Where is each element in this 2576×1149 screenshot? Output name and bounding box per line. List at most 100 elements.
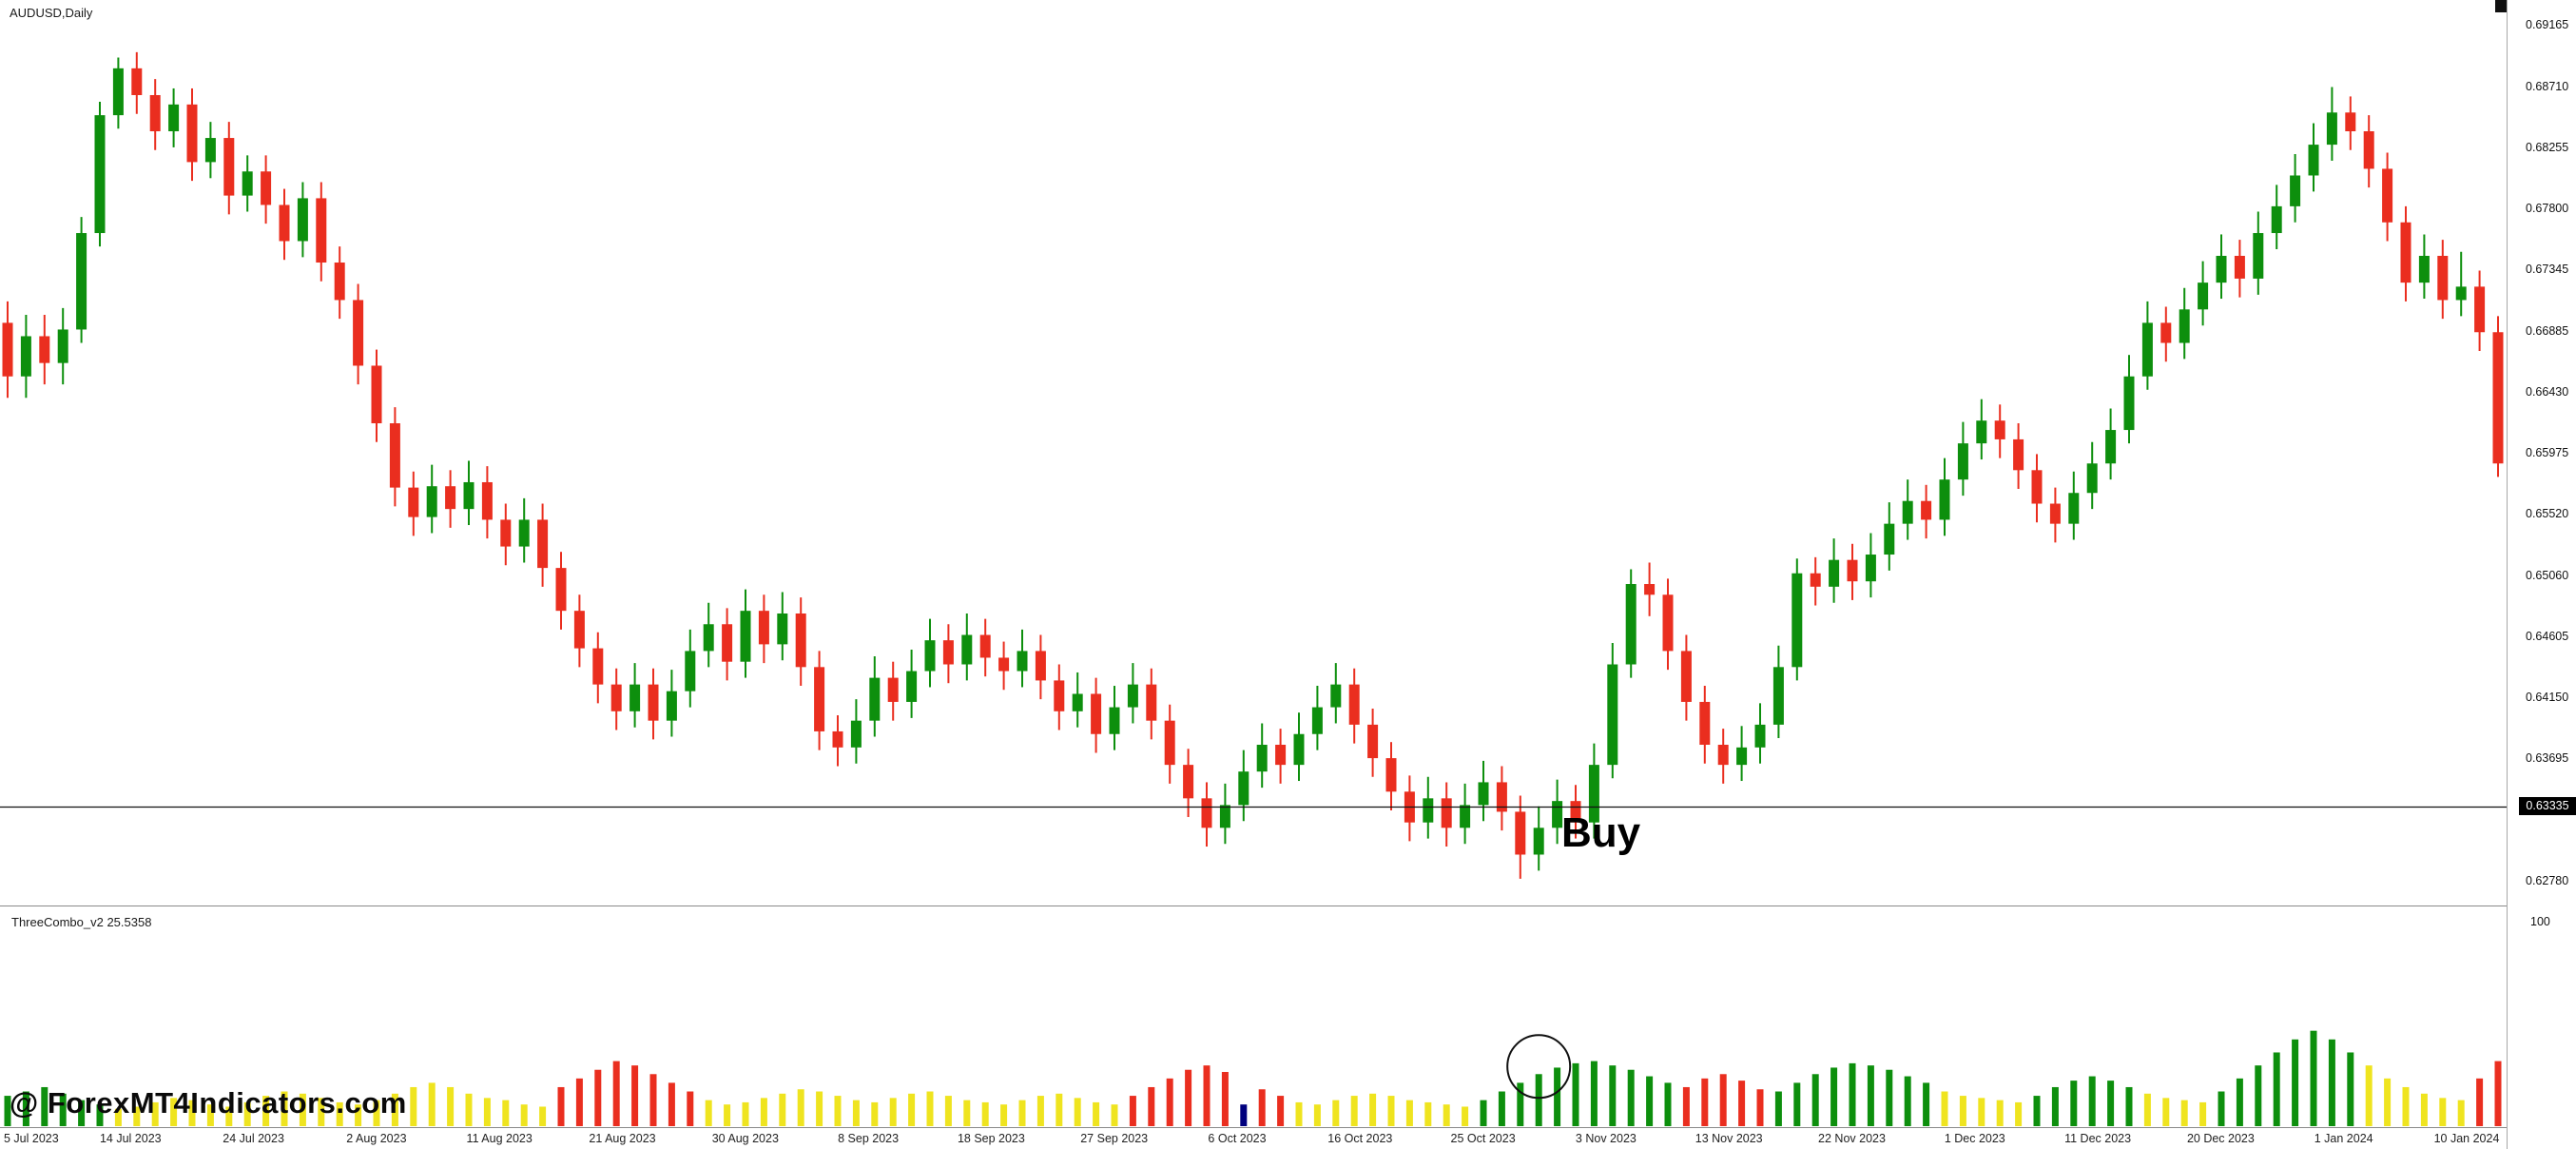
- indicator-bar: [2236, 1078, 2243, 1126]
- bull-candle-body: [924, 640, 936, 672]
- bull-candle-body: [463, 481, 475, 510]
- indicator-bar: [1148, 1086, 1155, 1126]
- signal-circle-annotation[interactable]: [1506, 1034, 1572, 1100]
- indicator-bar: [1738, 1081, 1746, 1126]
- bear-candle-body: [1035, 651, 1046, 681]
- bull-candle-body: [1829, 559, 1840, 587]
- indicator-histogram-canvas[interactable]: [0, 909, 2507, 1126]
- indicator-bar: [1093, 1101, 1100, 1126]
- bull-candle-body: [777, 613, 788, 645]
- bear-candle-body: [389, 423, 400, 488]
- bull-candle-body: [703, 624, 714, 652]
- indicator-scale-max-label: 100: [2530, 915, 2550, 928]
- indicator-bar: [355, 1104, 362, 1126]
- bull-candle-body: [1109, 707, 1120, 734]
- indicator-bar: [1369, 1093, 1377, 1126]
- indicator-bar: [1793, 1082, 1801, 1126]
- indicator-bar: [1498, 1091, 1505, 1126]
- price-axis[interactable]: 0.69165 0.68710 0.68255 0.67800 0.67345 0.668…: [2507, 0, 2576, 1149]
- date-tick-label: 6 Oct 2023: [1208, 1132, 1267, 1145]
- bear-candle-body: [353, 300, 364, 366]
- date-tick-label: 22 Nov 2023: [1818, 1132, 1886, 1145]
- buy-annotation[interactable]: Buy: [1561, 809, 1641, 856]
- date-tick-label: 1 Dec 2023: [1944, 1132, 2005, 1145]
- indicator-bar: [2143, 1093, 2151, 1126]
- indicator-bar: [2292, 1039, 2299, 1126]
- date-tick-label: 21 Aug 2023: [589, 1132, 656, 1145]
- bull-candle-body: [2290, 175, 2301, 206]
- bull-candle-body: [2141, 322, 2153, 377]
- indicator-bar: [1295, 1101, 1303, 1126]
- price-tick-label: 0.64605: [2526, 629, 2569, 643]
- date-axis[interactable]: 5 Jul 2023 14 Jul 2023 24 Jul 2023 2 Aug 20…: [0, 1128, 2507, 1149]
- indicator-bar: [1405, 1100, 1413, 1126]
- indicator-bar: [760, 1098, 767, 1126]
- indicator-bar: [1221, 1072, 1229, 1126]
- indicator-bar: [871, 1101, 879, 1126]
- indicator-bar: [649, 1074, 657, 1126]
- bull-candle-body: [2216, 255, 2227, 283]
- indicator-bar: [1590, 1061, 1598, 1126]
- date-tick-label: 16 Oct 2023: [1327, 1132, 1393, 1145]
- bear-candle-body: [1367, 724, 1379, 759]
- price-tick-label: 0.65060: [2526, 568, 2569, 582]
- indicator-bar: [2125, 1086, 2133, 1126]
- bull-candle-body: [2179, 309, 2190, 343]
- price-tick-label: 0.68255: [2526, 140, 2569, 154]
- indicator-bar: [4, 1096, 11, 1126]
- bull-candle-body: [1736, 747, 1748, 766]
- indicator-bar: [281, 1091, 288, 1126]
- indicator-bar: [612, 1061, 620, 1126]
- bull-candle-body: [2326, 112, 2337, 146]
- symbol-period-label: AUDUSD,Daily: [10, 6, 93, 20]
- bear-candle-body: [537, 519, 549, 569]
- indicator-bar: [96, 1104, 104, 1126]
- indicator-bar: [2420, 1093, 2428, 1126]
- bear-candle-body: [500, 519, 512, 547]
- indicator-bar: [1056, 1093, 1063, 1126]
- bear-candle-body: [39, 336, 50, 363]
- candlestick-chart-canvas[interactable]: [0, 0, 2507, 906]
- bear-candle-body: [1054, 680, 1065, 711]
- bear-candle-body: [2382, 168, 2393, 223]
- indicator-bar: [2218, 1091, 2225, 1126]
- bear-candle-body: [1810, 573, 1821, 587]
- bear-candle-body: [942, 640, 954, 665]
- bull-candle-body: [1533, 828, 1544, 855]
- bear-candle-body: [1385, 758, 1397, 792]
- indicator-bar: [299, 1093, 306, 1126]
- indicator-bar: [2180, 1100, 2188, 1126]
- indicator-bar: [2457, 1100, 2465, 1126]
- indicator-bar: [41, 1086, 48, 1126]
- indicator-name-label: ThreeCombo_v2 25.5358: [11, 915, 151, 929]
- bull-candle-body: [1256, 745, 1268, 772]
- date-tick-label: 5 Jul 2023: [4, 1132, 59, 1145]
- bull-candle-body: [76, 233, 87, 330]
- bear-candle-body: [186, 104, 198, 163]
- panel-separator-bottom[interactable]: [0, 1127, 2576, 1128]
- indicator-bar: [2384, 1078, 2392, 1126]
- bull-candle-body: [1865, 555, 1876, 582]
- indicator-bar: [336, 1101, 343, 1126]
- bull-candle-body: [1772, 667, 1784, 725]
- bear-candle-body: [1164, 720, 1175, 766]
- indicator-bar: [687, 1091, 694, 1126]
- bull-candle-body: [1017, 651, 1028, 672]
- bear-candle-body: [279, 204, 290, 242]
- bull-candle-body: [2198, 282, 2209, 310]
- bear-candle-body: [1183, 765, 1194, 799]
- bear-candle-body: [131, 68, 143, 95]
- bull-candle-body: [1792, 573, 1803, 668]
- indicator-bar: [2365, 1065, 2373, 1126]
- bear-candle-body: [1091, 693, 1102, 734]
- indicator-bar: [834, 1096, 842, 1126]
- bull-candle-body: [1238, 771, 1249, 806]
- indicator-bar: [2107, 1081, 2115, 1126]
- indicator-bar: [1111, 1104, 1118, 1126]
- bear-candle-body: [887, 677, 899, 702]
- indicator-bar: [575, 1078, 583, 1126]
- bear-candle-body: [1921, 500, 1932, 520]
- indicator-bar: [1867, 1065, 1874, 1126]
- bear-candle-body: [2049, 503, 2061, 524]
- indicator-bar: [373, 1100, 380, 1126]
